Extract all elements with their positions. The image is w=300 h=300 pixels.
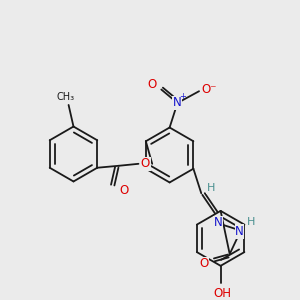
Text: O: O bbox=[141, 157, 150, 170]
Text: N: N bbox=[235, 225, 244, 238]
Text: +: + bbox=[179, 92, 186, 100]
Text: H: H bbox=[247, 217, 256, 227]
Text: N: N bbox=[214, 216, 222, 229]
Text: O: O bbox=[200, 257, 209, 270]
Text: OH: OH bbox=[214, 287, 232, 300]
Text: O: O bbox=[119, 184, 128, 197]
Text: H: H bbox=[207, 183, 215, 193]
Text: O: O bbox=[147, 78, 157, 91]
Text: CH₃: CH₃ bbox=[57, 92, 75, 102]
Text: N: N bbox=[173, 97, 182, 110]
Text: O⁻: O⁻ bbox=[201, 83, 217, 96]
